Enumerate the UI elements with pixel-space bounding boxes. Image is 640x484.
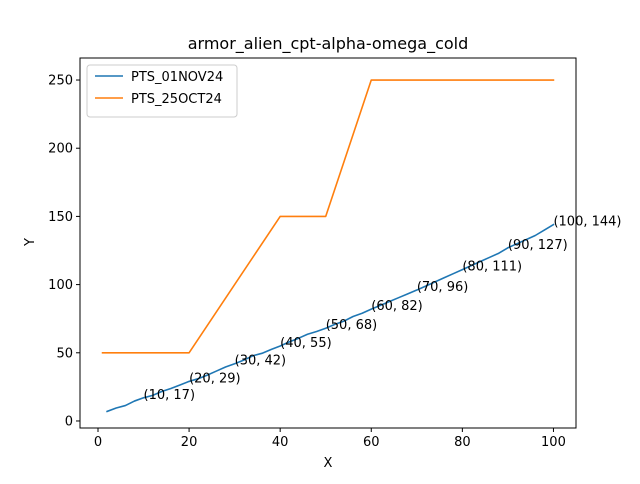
- y-axis-ticks: 0 50 100 150 200 250: [48, 74, 80, 429]
- data-label: (40, 55): [280, 336, 332, 351]
- data-label: (50, 68): [326, 318, 378, 333]
- axes-frame: [79, 57, 577, 429]
- data-label: (30, 42): [235, 354, 287, 369]
- data-label: (70, 96): [417, 280, 469, 295]
- data-labels: (10, 17) (20, 29) (30, 42) (40, 55) (50, 68)…: [144, 215, 622, 403]
- series-line-pts-25oct24: [101, 79, 555, 354]
- y-axis-label: Y: [23, 238, 38, 247]
- legend: PTS_01NOV24 PTS_25OCT24: [86, 64, 238, 118]
- y-tick-label: 100: [48, 278, 73, 293]
- data-label: (10, 17): [144, 388, 196, 403]
- legend-entry-label: PTS_25OCT24: [131, 92, 222, 107]
- x-tick-label: 100: [541, 435, 566, 450]
- x-axis-ticks: 0 20 40 60 80 100: [94, 428, 566, 450]
- series-line-pts-01nov24: [106, 223, 555, 413]
- series-layer: [101, 79, 555, 413]
- x-tick-label: 60: [363, 435, 380, 450]
- y-tick-label: 150: [48, 210, 73, 225]
- legend-box: [86, 64, 238, 118]
- y-tick-label: 0: [65, 414, 73, 429]
- x-tick-label: 20: [181, 435, 198, 450]
- data-label: (90, 127): [508, 238, 568, 253]
- x-tick-label: 0: [94, 435, 102, 450]
- chart-title: armor_alien_cpt-alpha-omega_cold: [188, 34, 469, 54]
- x-tick-label: 40: [272, 435, 289, 450]
- y-tick-label: 50: [56, 346, 73, 361]
- x-tick-label: 80: [454, 435, 471, 450]
- data-label: (60, 82): [371, 299, 423, 314]
- data-label: (100, 144): [553, 215, 621, 230]
- y-tick-label: 200: [48, 142, 73, 157]
- data-label: (20, 29): [189, 371, 241, 386]
- y-tick-label: 250: [48, 74, 73, 89]
- data-label: (80, 111): [462, 260, 522, 275]
- x-axis-label: X: [324, 456, 333, 471]
- legend-entry-label: PTS_01NOV24: [131, 70, 223, 85]
